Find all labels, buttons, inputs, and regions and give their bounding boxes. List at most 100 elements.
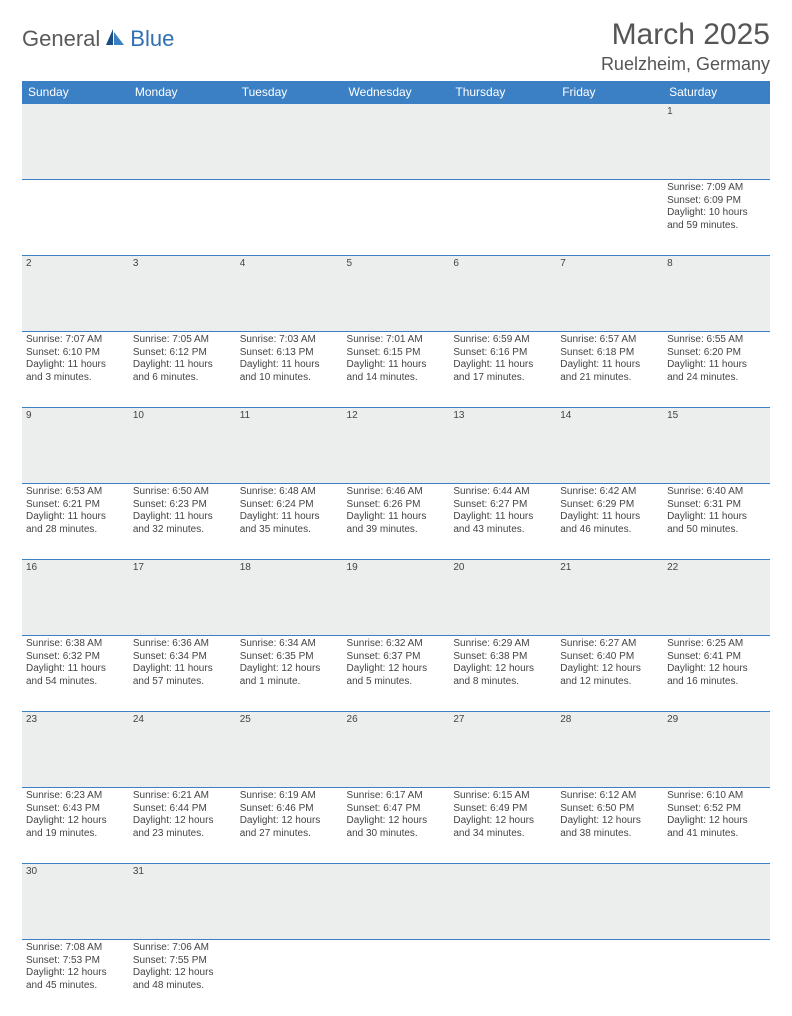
day-number-row: 2345678 [22,256,770,332]
day-info-cell [663,940,770,1016]
logo-text-general: General [22,26,100,52]
day-info-row: Sunrise: 6:23 AMSunset: 6:43 PMDaylight:… [22,788,770,864]
day-info-cell [556,180,663,256]
day-number-cell: 11 [236,408,343,484]
day-number-cell: 18 [236,560,343,636]
day-info-cell [236,180,343,256]
day-number-cell: 25 [236,712,343,788]
day-info-cell [343,940,450,1016]
day-number-cell: 13 [449,408,556,484]
day-info-cell: Sunrise: 7:07 AMSunset: 6:10 PMDaylight:… [22,332,129,408]
day-info-cell: Sunrise: 6:32 AMSunset: 6:37 PMDaylight:… [343,636,450,712]
day-number-cell: 1 [663,104,770,180]
day-number-cell: 28 [556,712,663,788]
day-number-cell: 20 [449,560,556,636]
day-number-row: 23242526272829 [22,712,770,788]
weekday-header: Sunday [22,81,129,104]
day-number-cell: 12 [343,408,450,484]
day-info-cell: Sunrise: 6:48 AMSunset: 6:24 PMDaylight:… [236,484,343,560]
day-info-cell: Sunrise: 6:17 AMSunset: 6:47 PMDaylight:… [343,788,450,864]
day-info-cell: Sunrise: 6:40 AMSunset: 6:31 PMDaylight:… [663,484,770,560]
day-number-row: 9101112131415 [22,408,770,484]
day-info-cell: Sunrise: 6:12 AMSunset: 6:50 PMDaylight:… [556,788,663,864]
day-info-cell: Sunrise: 6:10 AMSunset: 6:52 PMDaylight:… [663,788,770,864]
day-info-cell: Sunrise: 6:19 AMSunset: 6:46 PMDaylight:… [236,788,343,864]
day-info-cell: Sunrise: 7:09 AMSunset: 6:09 PMDaylight:… [663,180,770,256]
day-number-cell: 24 [129,712,236,788]
day-info-row: Sunrise: 6:53 AMSunset: 6:21 PMDaylight:… [22,484,770,560]
day-info-cell: Sunrise: 6:42 AMSunset: 6:29 PMDaylight:… [556,484,663,560]
logo-text-blue: Blue [130,26,174,52]
logo: General Blue [22,26,174,52]
day-number-cell: 14 [556,408,663,484]
location: Ruelzheim, Germany [601,54,770,75]
day-number-cell: 26 [343,712,450,788]
day-info-cell: Sunrise: 7:03 AMSunset: 6:13 PMDaylight:… [236,332,343,408]
day-info-cell: Sunrise: 6:53 AMSunset: 6:21 PMDaylight:… [22,484,129,560]
month-title: March 2025 [601,18,770,52]
day-number-cell: 27 [449,712,556,788]
day-info-cell [22,180,129,256]
day-number-cell: 10 [129,408,236,484]
day-number-cell: 17 [129,560,236,636]
day-info-cell [343,180,450,256]
day-info-cell: Sunrise: 7:01 AMSunset: 6:15 PMDaylight:… [343,332,450,408]
day-info-cell: Sunrise: 6:57 AMSunset: 6:18 PMDaylight:… [556,332,663,408]
day-info-cell: Sunrise: 6:38 AMSunset: 6:32 PMDaylight:… [22,636,129,712]
day-number-cell [236,864,343,940]
day-info-cell: Sunrise: 6:50 AMSunset: 6:23 PMDaylight:… [129,484,236,560]
day-number-cell: 19 [343,560,450,636]
day-number-cell: 4 [236,256,343,332]
weekday-header: Tuesday [236,81,343,104]
day-number-cell: 9 [22,408,129,484]
day-number-cell [236,104,343,180]
day-number-cell: 29 [663,712,770,788]
day-info-cell: Sunrise: 6:27 AMSunset: 6:40 PMDaylight:… [556,636,663,712]
day-number-cell: 21 [556,560,663,636]
day-info-cell: Sunrise: 6:46 AMSunset: 6:26 PMDaylight:… [343,484,450,560]
weekday-header-row: Sunday Monday Tuesday Wednesday Thursday… [22,81,770,104]
day-info-cell [556,940,663,1016]
day-number-cell [343,864,450,940]
title-block: March 2025 Ruelzheim, Germany [601,18,770,75]
weekday-header: Monday [129,81,236,104]
day-number-row: 16171819202122 [22,560,770,636]
day-info-row: Sunrise: 6:38 AMSunset: 6:32 PMDaylight:… [22,636,770,712]
day-number-cell: 6 [449,256,556,332]
day-info-cell: Sunrise: 7:06 AMSunset: 7:55 PMDaylight:… [129,940,236,1016]
day-number-cell: 23 [22,712,129,788]
day-number-cell [556,864,663,940]
day-number-cell: 31 [129,864,236,940]
day-number-cell: 16 [22,560,129,636]
day-number-cell [556,104,663,180]
day-info-row: Sunrise: 7:09 AMSunset: 6:09 PMDaylight:… [22,180,770,256]
day-number-row: 1 [22,104,770,180]
day-info-row: Sunrise: 7:08 AMSunset: 7:53 PMDaylight:… [22,940,770,1016]
day-info-cell: Sunrise: 6:21 AMSunset: 6:44 PMDaylight:… [129,788,236,864]
day-info-cell: Sunrise: 7:08 AMSunset: 7:53 PMDaylight:… [22,940,129,1016]
day-number-cell: 3 [129,256,236,332]
day-number-cell: 22 [663,560,770,636]
day-info-cell [129,180,236,256]
day-number-row: 3031 [22,864,770,940]
day-number-cell [343,104,450,180]
day-info-cell: Sunrise: 6:59 AMSunset: 6:16 PMDaylight:… [449,332,556,408]
day-number-cell: 30 [22,864,129,940]
day-info-cell: Sunrise: 6:23 AMSunset: 6:43 PMDaylight:… [22,788,129,864]
day-info-cell [236,940,343,1016]
day-number-cell [129,104,236,180]
sail-icon [104,27,126,52]
calendar-table: Sunday Monday Tuesday Wednesday Thursday… [22,81,770,1016]
weekday-header: Thursday [449,81,556,104]
day-number-cell [449,104,556,180]
day-number-cell: 5 [343,256,450,332]
day-info-cell: Sunrise: 7:05 AMSunset: 6:12 PMDaylight:… [129,332,236,408]
day-number-cell: 7 [556,256,663,332]
weekday-header: Friday [556,81,663,104]
day-number-cell [22,104,129,180]
weekday-header: Wednesday [343,81,450,104]
header: General Blue March 2025 Ruelzheim, Germa… [22,18,770,75]
day-number-cell: 2 [22,256,129,332]
day-info-cell: Sunrise: 6:34 AMSunset: 6:35 PMDaylight:… [236,636,343,712]
day-info-cell: Sunrise: 6:25 AMSunset: 6:41 PMDaylight:… [663,636,770,712]
